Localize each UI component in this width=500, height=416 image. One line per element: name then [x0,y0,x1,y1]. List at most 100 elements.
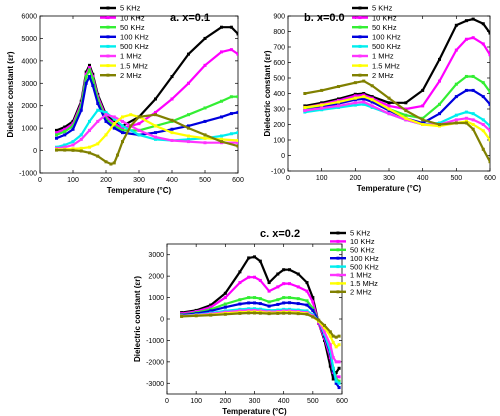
data-point [238,311,242,315]
legend-label: 1 MHz [350,271,372,280]
data-point [288,268,291,272]
data-point [328,334,332,338]
data-point [137,133,141,137]
data-point [438,79,441,83]
data-point [88,75,91,79]
data-point [194,314,198,318]
data-point [209,313,213,317]
y-tick-label: 200 [273,122,285,129]
y-axis-title: Dielectric constant (εr) [263,50,272,136]
data-point [305,309,309,313]
data-point [334,379,338,383]
data-point [303,109,307,113]
data-point [154,135,157,139]
data-point [305,281,309,285]
data-point [454,118,458,122]
data-point [334,360,338,364]
data-point [79,137,83,141]
x-axis-title: Temperature (°C) [357,184,422,193]
data-point [79,149,83,153]
data-point [71,140,75,144]
data-point [220,137,223,141]
data-point [311,296,315,300]
data-point [387,109,391,113]
legend-label: 50 KHz [120,23,145,32]
legend-label: 100 KHz [120,33,149,42]
legend-label: 500 KHz [350,262,379,271]
data-point [328,364,332,368]
x-tick-label: 100 [316,175,328,182]
legend-marker [358,25,362,29]
data-point [267,312,271,316]
data-point [276,311,280,315]
data-point [471,112,475,116]
data-point [471,118,475,122]
data-point [320,106,324,110]
data-point [464,88,468,92]
data-point [387,112,391,116]
data-point [353,98,357,102]
data-point [282,268,286,272]
data-point [63,145,67,149]
data-point [328,349,332,353]
data-point [236,141,238,145]
data-point [454,95,458,99]
data-point [282,311,286,315]
x-tick-label: 0 [165,398,169,405]
data-point [96,97,100,101]
panel-label: a. x=0.1 [170,12,210,24]
data-point [353,96,357,100]
data-point [63,127,67,131]
chart-panel-0: 0 100 200 300 400 500 600-10000100020003000400… [6,4,244,195]
data-point [481,123,485,126]
data-point [253,275,256,279]
data-point [187,134,190,138]
legend-marker [106,64,110,68]
data-point [320,101,324,105]
data-point [454,121,458,125]
data-point [180,314,184,318]
legend-label: 2 MHz [372,71,394,80]
data-point [121,128,124,132]
x-tick-label: 600 [336,398,348,405]
y-tick-label: 2000 [21,103,37,110]
data-point [154,110,157,114]
data-point [362,93,366,97]
data-point [320,108,324,112]
data-point [236,52,238,56]
data-point [464,121,468,125]
y-tick-label: 600 [273,60,285,67]
data-point [247,256,251,260]
data-point [404,107,408,111]
legend-label: 500 KHz [120,42,149,51]
data-point [187,137,190,141]
data-point [370,96,374,100]
data-point [288,282,291,286]
data-point [203,36,207,40]
data-point [63,125,67,129]
y-tick-label: -3000 [146,381,164,388]
legend-label: 1.5 MHz [120,61,148,70]
x-tick-label: 200 [219,398,231,405]
data-point [471,123,475,126]
legend-marker [336,273,340,277]
data-point [137,128,141,132]
legend-label: 100 KHz [350,254,379,263]
data-point [404,101,408,105]
data-point [454,23,458,27]
data-point [471,17,475,21]
data-point [71,147,75,151]
data-point [303,92,307,95]
data-point [334,381,338,385]
data-point [303,104,307,108]
y-axis-title: Dielectric constant (εr) [6,51,15,137]
data-point [464,119,468,123]
data-point [288,311,291,315]
data-point [288,301,291,305]
y-tick-label: -100 [271,169,285,176]
data-point [116,153,120,157]
data-point [258,259,262,263]
data-point [296,272,300,276]
data-point [223,305,227,309]
legend-marker [106,25,110,29]
